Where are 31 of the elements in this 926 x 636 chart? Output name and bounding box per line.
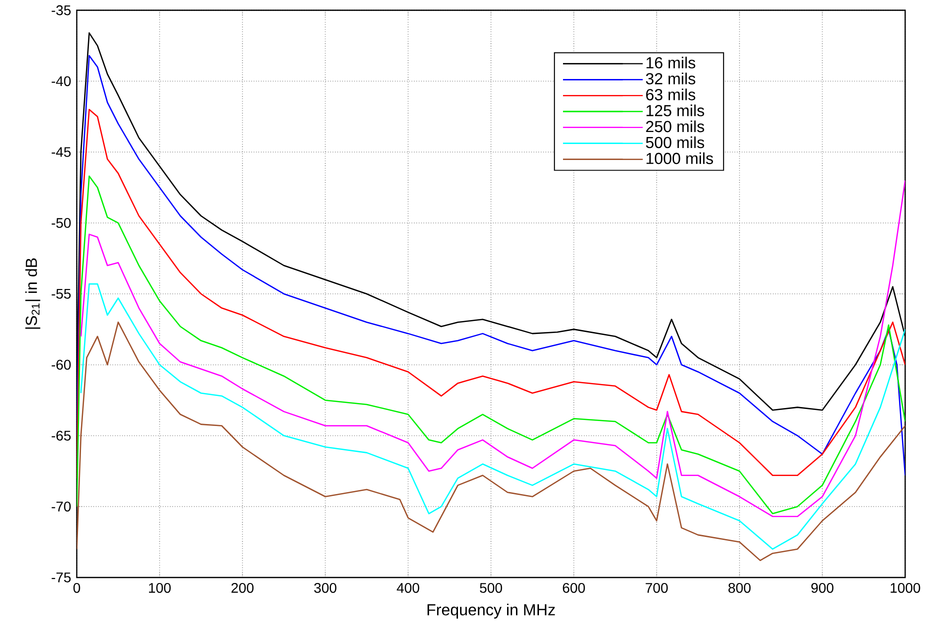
y-tick-label: -75	[52, 572, 71, 582]
y-tick-label: -45	[52, 147, 71, 157]
x-tick-label: 200	[232, 582, 254, 593]
legend-label: 125 mils	[646, 104, 704, 116]
x-tick-label: 1000	[890, 582, 920, 593]
x-tick-label: 800	[728, 582, 751, 593]
x-axis-title: Frequency in MHz	[428, 604, 555, 618]
legend-label: 32 mils	[646, 72, 696, 84]
y-tick-label: -70	[52, 501, 71, 512]
y-tick-label: -35	[52, 5, 71, 16]
legend-label: 1000 mils	[646, 152, 713, 164]
line-series	[76, 321, 906, 561]
legend-label: 250 mils	[646, 120, 704, 132]
y-tick-label: -50	[52, 218, 71, 228]
x-tick-label: 300	[314, 582, 336, 593]
line-series	[80, 283, 906, 550]
legend-label: 63 mils	[646, 88, 696, 100]
x-tick-label: 0	[73, 582, 80, 593]
y-tick-label: -60	[52, 360, 71, 370]
x-tick-label: 600	[562, 582, 585, 593]
x-tick-label: 500	[480, 582, 502, 593]
legend-label: 16 mils	[646, 56, 696, 68]
x-tick-label: 400	[396, 582, 420, 593]
y-axis-title: |S$_{21}$| in dB	[25, 258, 40, 329]
y-tick-label: -55	[52, 288, 71, 299]
y-tick-label: -65	[52, 430, 71, 440]
legend-label: 500 mils	[646, 136, 704, 148]
x-tick-label: 700	[646, 582, 668, 593]
x-tick-label: 100	[149, 582, 171, 593]
x-tick-label: 900	[811, 582, 834, 593]
y-tick-label: -40	[52, 76, 71, 86]
